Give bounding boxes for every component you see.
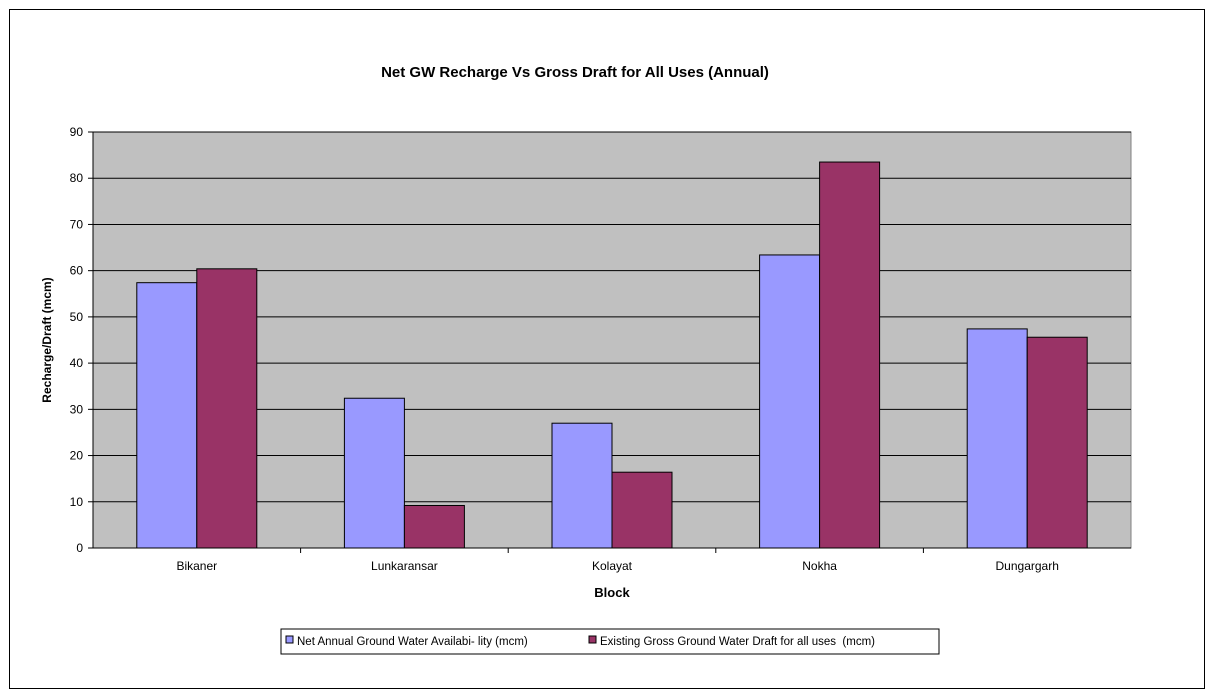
x-tick-label: Lunkaransar: [371, 559, 438, 573]
y-tick-label: 60: [70, 264, 84, 278]
x-tick-label: Kolayat: [592, 559, 633, 573]
y-axis-label: Recharge/Draft (mcm): [40, 277, 54, 402]
bar-gross-draft-lunkaransar: [404, 505, 464, 548]
bar-gross-draft-kolayat: [612, 472, 672, 548]
bar-gross-draft-dungargarh: [1027, 337, 1087, 548]
x-axis-label: Block: [594, 585, 630, 600]
y-tick-label: 10: [70, 495, 84, 509]
bar-net-availability-nokha: [760, 255, 820, 548]
x-tick-label: Nokha: [802, 559, 837, 573]
legend-swatch-net-availability: [286, 636, 293, 643]
chart-title: Net GW Recharge Vs Gross Draft for All U…: [381, 64, 769, 81]
y-tick-label: 20: [70, 449, 84, 463]
x-tick-labels: Bikaner Lunkaransar Kolayat Nokha Dungargarh: [176, 559, 1058, 573]
legend-label-gross-draft: Existing Gross Ground Water Draft for al…: [600, 636, 875, 648]
y-tick-label: 70: [70, 217, 84, 231]
y-tick-label: 80: [70, 171, 84, 185]
bar-net-availability-bikaner: [137, 283, 197, 548]
legend-label-net-availability: Net Annual Ground Water Availabi- lity (…: [297, 636, 528, 648]
bar-net-availability-lunkaransar: [344, 398, 404, 548]
legend: Net Annual Ground Water Availabi- lity (…: [281, 629, 939, 654]
x-tick-label: Bikaner: [176, 559, 217, 573]
bar-gross-draft-nokha: [820, 162, 880, 548]
y-tick-label: 0: [76, 541, 83, 555]
y-tick-labels: 0 10 20 30 40 50 60 70 80 90: [70, 125, 84, 555]
legend-swatch-gross-draft: [589, 636, 596, 643]
y-tick-label: 90: [70, 125, 84, 139]
x-tick-label: Dungargarh: [996, 559, 1059, 573]
y-tick-label: 40: [70, 356, 84, 370]
bar-gross-draft-bikaner: [197, 269, 257, 548]
bar-net-availability-dungargarh: [967, 329, 1027, 548]
bar-net-availability-kolayat: [552, 423, 612, 548]
y-tick-label: 50: [70, 310, 84, 324]
y-tick-label: 30: [70, 402, 84, 416]
